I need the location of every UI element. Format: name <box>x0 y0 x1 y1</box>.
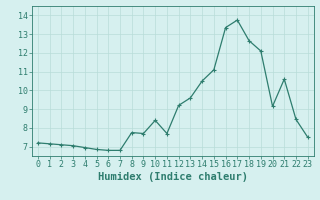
X-axis label: Humidex (Indice chaleur): Humidex (Indice chaleur) <box>98 172 248 182</box>
